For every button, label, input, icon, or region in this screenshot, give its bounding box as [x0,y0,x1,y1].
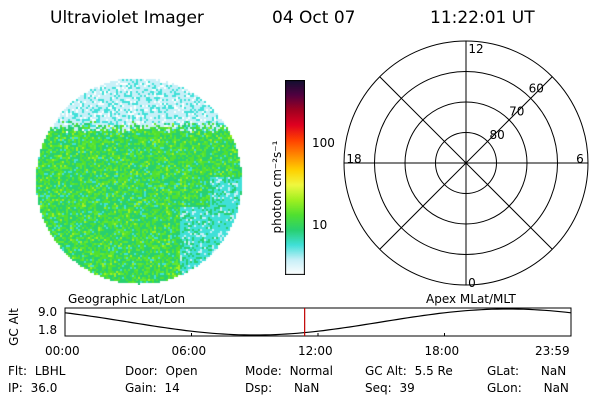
door-label: Door: [125,364,158,378]
glon-label: GLon: [487,381,522,395]
altitude-plot [64,307,572,337]
time-tick-label: 23:59 [535,344,570,358]
mode-value: Normal [289,364,333,378]
mode-row: Mode: Normal [245,364,333,378]
dsp-row: Dsp: NaN [245,381,319,395]
mlt-spoke [379,162,467,250]
glat-value: NaN [540,364,567,378]
glat-row: GLat: NaN [487,364,566,378]
colorbar [285,80,305,275]
y-tick-min: 1.8 [38,323,58,337]
colorbar-gradient [285,80,305,275]
mlt-spoke [465,76,553,164]
altitude-curve [64,308,572,336]
time-tick-label: 06:00 [171,344,207,358]
mlat-label: 80 [489,128,504,142]
mlt-label: 12 [468,42,483,56]
door-row: Door: Open [125,364,198,378]
apex-mlat-label: Apex MLat/MLT [426,292,516,306]
time-tick-label: 12:00 [298,344,333,358]
gain-label: Gain: [125,381,157,395]
door-value: Open [165,364,198,378]
ip-value: 36.0 [30,381,58,395]
mode-label: Mode: [245,364,282,378]
gc-alt-axis-label: GC Alt [7,308,21,346]
gain-row: Gain: 14 [125,381,180,395]
title: Ultraviolet Imager [50,8,204,28]
glon-value: NaN [543,381,569,395]
time-tick-label: 18:00 [424,344,460,358]
mlt-label: 18 [346,152,361,166]
seq-value: 39 [399,381,415,395]
ip-row: IP: 36.0 [8,381,57,395]
flt-label: Flt: [8,364,27,378]
gcalt-value: 5.5 Re [414,364,453,378]
dsp-value: NaN [293,381,320,395]
geo-latlon-label: Geographic Lat/Lon [68,292,186,306]
mlt-label: 0 [468,276,476,290]
mlt-spoke [465,162,553,250]
colorbar-tick-label: 100 [312,135,335,150]
glon-row: GLon: NaN [487,381,569,395]
ip-label: IP: [8,381,23,395]
gcalt-label: GC Alt: [365,364,407,378]
uv-earth-image [28,75,248,285]
flt-row: Flt: LBHL [8,364,65,378]
colorbar-tick-label: 10 [312,217,328,232]
gain-value: 14 [164,381,180,395]
time-label: 11:22:01 UT [430,8,535,28]
gcalt-row: GC Alt: 5.5 Re [365,364,453,378]
seq-row: Seq: 39 [365,381,415,395]
glat-label: GLat: [487,364,520,378]
mlat-label: 60 [529,81,544,95]
mlt-label: 6 [576,152,584,166]
mlt-spoke [379,76,467,164]
colorbar-label: photon cm⁻²s⁻¹ [270,140,284,234]
mlat-label: 70 [509,105,524,119]
y-tick-max: 9.0 [38,305,58,319]
dsp-label: Dsp: [245,381,273,395]
date-label: 04 Oct 07 [272,8,356,28]
time-tick-label: 00:00 [45,344,80,358]
flt-value: LBHL [34,364,66,378]
seq-label: Seq: [365,381,392,395]
